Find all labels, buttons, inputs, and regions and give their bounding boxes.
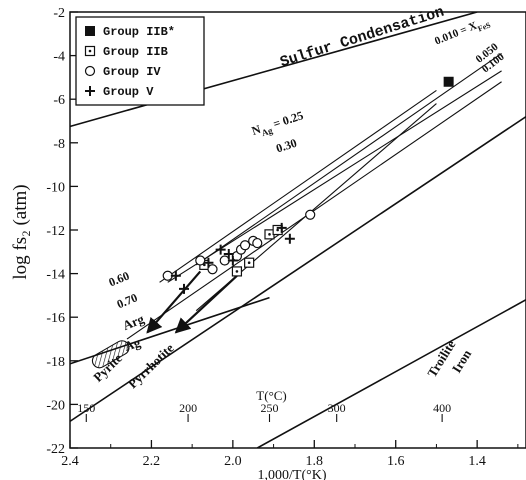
point-plus-6 <box>227 255 238 266</box>
line-nag-0.60 <box>159 90 437 283</box>
line-xfes-0.050 <box>167 70 502 283</box>
y-tick-label: -18 <box>46 355 65 370</box>
chart-lines <box>70 12 526 448</box>
legend: Group IIB* Group IIB Group IV Group V <box>75 16 205 106</box>
point-plus-7 <box>276 222 287 233</box>
legend-box <box>75 16 205 106</box>
point-dotted-square-3 <box>244 257 255 268</box>
x-tick-label: 2.2 <box>143 454 161 469</box>
legend-marker-dotted-square <box>84 45 96 57</box>
point-open-circle-7 <box>239 240 251 251</box>
annotation-6: Arg <box>120 311 146 333</box>
point-plus-1 <box>170 270 181 281</box>
legend-label: Group IIB* <box>103 25 175 39</box>
legend-label: Group IIB <box>103 45 168 59</box>
x-tick-label: 2.0 <box>224 454 242 469</box>
annotation-12: 0.30 <box>274 136 298 156</box>
point-dotted-square-2-dot <box>235 270 239 273</box>
point-plus-8 <box>284 233 295 244</box>
y-tick-label: -2 <box>53 6 65 21</box>
y-axis-label: log fs₂ (atm) <box>10 184 31 279</box>
y-tick-label: -4 <box>53 50 65 65</box>
point-open-circle-3 <box>207 264 218 275</box>
legend-marker-dotted-square-dot <box>88 49 92 53</box>
point-dotted-square-5-dot <box>276 228 279 232</box>
legend-marker-open-circle <box>84 65 96 77</box>
region-hatched <box>91 340 130 369</box>
annotation-14: 0.70 <box>115 290 140 311</box>
y-tick-label: -12 <box>46 224 65 239</box>
temp-tick-label: 200 <box>179 401 197 415</box>
y-tick-label: -16 <box>46 311 65 326</box>
temp-tick-label: 250 <box>261 401 279 415</box>
arrow-1 <box>146 270 202 334</box>
point-plus-2 <box>179 283 189 294</box>
legend-marker-plus <box>85 86 95 96</box>
legend-label: Group V <box>103 85 154 99</box>
point-open-circle-2 <box>195 255 206 266</box>
point-open-circle-9 <box>252 237 263 249</box>
chart-arrows <box>146 270 238 334</box>
point-dotted-square-2 <box>231 266 243 277</box>
arrow-2 <box>174 274 238 334</box>
annotation-1: Sulfur Condensation <box>278 4 446 72</box>
point-plus-5 <box>223 248 234 259</box>
legend-marker-filled-square <box>85 26 95 36</box>
y-tick-label: -10 <box>46 180 65 195</box>
x-axis-label: 1,000/T(°K) <box>258 468 327 480</box>
line-xfes-0.010 <box>195 52 502 266</box>
temp-tick-label: 300 <box>328 401 346 415</box>
point-filled-square-1 <box>443 76 454 87</box>
line-xfes-0.100 <box>126 81 502 340</box>
chart-points <box>162 76 454 294</box>
annotation-11: NAg = 0.25 <box>250 108 306 141</box>
temp-axis-label: T(°C) <box>256 388 286 403</box>
annotation-7: Ag <box>122 335 142 354</box>
y-tick-label: -20 <box>46 398 65 413</box>
annotation-13: 0.60 <box>107 269 132 290</box>
point-plus-4 <box>215 244 226 255</box>
point-dotted-square-4-dot <box>268 233 271 236</box>
legend-label: Group IV <box>103 65 161 79</box>
x-tick-label: 2.4 <box>61 454 79 469</box>
x-tick-label: 1.4 <box>468 454 486 469</box>
temp-tick-label: 400 <box>433 401 451 415</box>
y-tick-label: -14 <box>46 268 65 283</box>
point-plus-3 <box>203 257 214 268</box>
temp-tick-label: 150 <box>77 401 95 415</box>
y-tick-label: -6 <box>53 93 65 108</box>
y-tick-label: -8 <box>53 137 65 152</box>
y-tick-label: -22 <box>46 442 65 457</box>
x-tick-label: 1.8 <box>306 454 324 469</box>
line-pyrite-pyrrhotite <box>70 115 526 423</box>
line-sulfur-condensation <box>70 12 478 128</box>
point-open-circle-10 <box>305 209 316 220</box>
point-dotted-square-3-dot <box>247 261 251 265</box>
x-tick-label: 1.6 <box>387 454 405 469</box>
line-troilite-iron <box>256 299 526 448</box>
chart-ticks: -2 -4 -6 -8 -10 -12 -14 -16 -18 -20 -222.4 2.2 2.0 1.… <box>46 6 519 469</box>
